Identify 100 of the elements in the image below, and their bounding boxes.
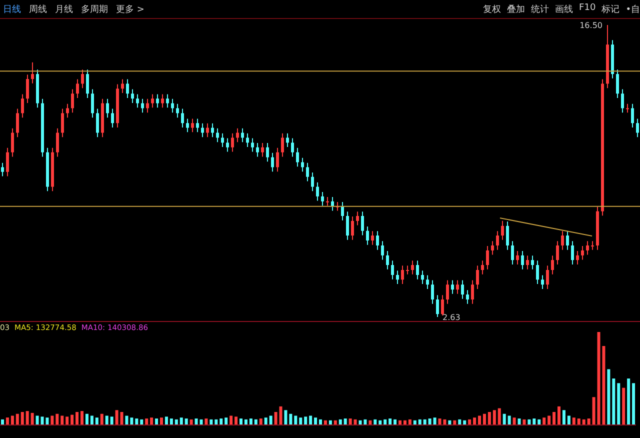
bar: [145, 418, 148, 425]
bar: [244, 419, 248, 425]
bar: [164, 416, 168, 425]
candlestick: [426, 274, 429, 290]
candlestick: [441, 294, 444, 316]
candlestick: [386, 250, 389, 270]
candlestick: [456, 280, 459, 294]
candlestick: [91, 88, 94, 118]
bar: [423, 419, 426, 425]
text: 统计: [531, 4, 550, 16]
candlestick: [141, 98, 144, 114]
candlestick: [181, 108, 184, 128]
candlestick: [356, 211, 359, 226]
bar: [587, 418, 590, 425]
candlestick: [131, 88, 134, 104]
bar: [259, 418, 262, 425]
candlestick: [546, 265, 549, 290]
bar: [16, 414, 19, 425]
bar: [528, 419, 531, 425]
bar: [220, 418, 223, 425]
candlestick: [366, 226, 369, 246]
candlestick: [56, 128, 59, 158]
bar: [120, 412, 124, 425]
bar: [627, 378, 630, 425]
bar: [130, 418, 134, 425]
candlestick: [486, 246, 489, 270]
bar: [180, 418, 183, 425]
bar: [502, 414, 506, 425]
candlestick: [306, 162, 309, 182]
bar: [617, 383, 620, 425]
bar: [348, 418, 352, 425]
candlestick: [496, 230, 499, 250]
candlestick: [631, 103, 634, 128]
candlestick: [226, 138, 229, 152]
text: •自: [626, 4, 640, 16]
bar: [204, 418, 208, 425]
candlestick: [551, 255, 554, 275]
candlestick: [561, 230, 564, 250]
candlestick: [371, 230, 374, 246]
candlestick: [86, 69, 89, 98]
bar: [512, 418, 516, 425]
bar: [184, 418, 188, 425]
bar: [354, 419, 357, 425]
candlestick: [416, 260, 419, 280]
candlestick: [1, 162, 4, 177]
candlestick: [511, 240, 514, 265]
bar: [20, 412, 24, 425]
bar: [80, 411, 84, 425]
bar: [56, 414, 59, 425]
candlestick: [516, 250, 519, 265]
bar: [150, 418, 154, 425]
candlestick: [96, 108, 99, 138]
candlestick: [151, 94, 154, 108]
candlestick: [191, 118, 194, 133]
bar: [542, 418, 546, 425]
bar: [155, 418, 158, 425]
bar: [36, 416, 39, 425]
candlestick: [166, 94, 169, 108]
bar: [115, 410, 118, 425]
bar: [50, 416, 54, 425]
candlestick: [246, 132, 249, 148]
candlestick: [506, 221, 509, 250]
candlestick: [196, 118, 199, 133]
candlestick: [266, 142, 269, 162]
bar: [105, 416, 108, 425]
candlestick: [331, 196, 334, 212]
text: 更多 >: [116, 4, 144, 16]
candlestick: [231, 132, 234, 152]
candlestick: [221, 132, 224, 148]
bar: [274, 412, 278, 425]
bar: [567, 416, 570, 425]
candlestick: [206, 122, 209, 138]
bar: [394, 419, 397, 425]
bar: [558, 406, 560, 425]
candlestick: [66, 103, 69, 118]
candlestick: [211, 122, 214, 138]
candlestick: [156, 94, 159, 108]
candlestick: [466, 290, 469, 304]
bar: [60, 416, 64, 425]
bar: [388, 418, 392, 425]
bar: [577, 418, 580, 425]
candlestick: [421, 270, 424, 285]
bar: [249, 418, 252, 425]
candlestick: [26, 74, 29, 104]
bar: [338, 419, 342, 425]
bar: [622, 388, 626, 425]
bar: [384, 419, 387, 425]
candlestick: [591, 240, 594, 250]
text: 周线: [29, 4, 47, 16]
candlestick: [136, 94, 139, 108]
candlestick: [406, 265, 409, 275]
bar: [473, 418, 476, 425]
candlestick: [291, 138, 294, 158]
candlestick: [461, 280, 464, 300]
bar: [294, 416, 298, 425]
candlestick: [61, 108, 64, 138]
candlestick: [491, 240, 494, 256]
bar: [234, 416, 238, 425]
bar: [70, 414, 74, 425]
bar: [374, 419, 377, 425]
